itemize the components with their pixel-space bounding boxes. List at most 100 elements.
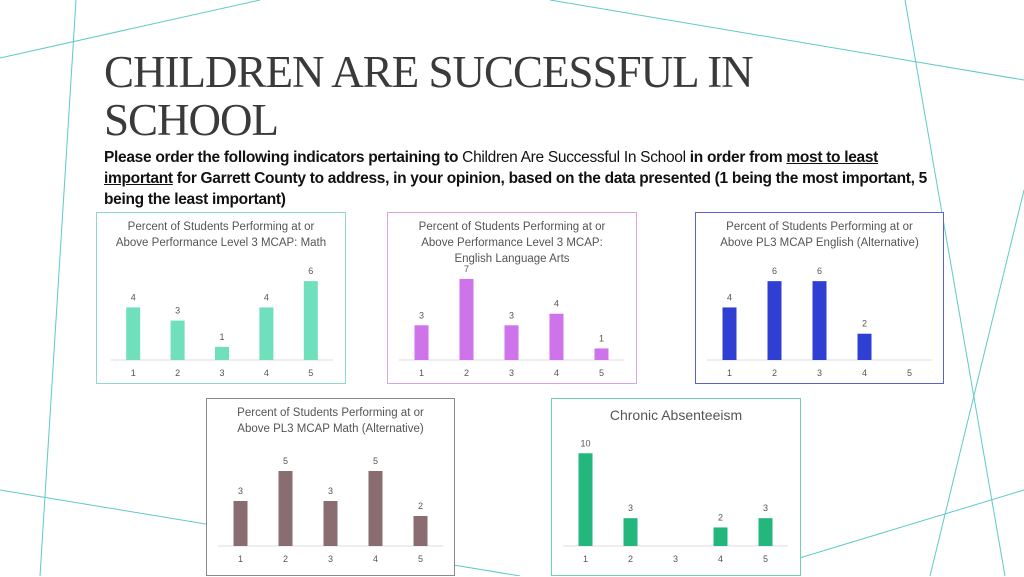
chart-title-line: Percent of Students Performing at or (726, 221, 913, 233)
subtitle-part-4: most to least important (104, 149, 879, 187)
chart-title-line: Above Performance Level 3 MCAP: (421, 237, 603, 249)
x-tick-label: 4 (554, 368, 559, 378)
bar-chart: 3 1 7 2 3 3 4 4 1 5 (399, 264, 624, 378)
page-title: CHILDREN ARE SUCCESSFUL IN SCHOOL (104, 47, 754, 145)
x-tick-label: 3 (328, 554, 333, 564)
page-subtitle: Please order the following indicators pe… (104, 147, 934, 210)
bar (812, 281, 827, 360)
bar (303, 281, 318, 360)
x-tick-label: 3 (673, 554, 678, 564)
chart-title: Chronic Absenteeism (552, 407, 800, 423)
bar (578, 453, 593, 546)
data-label: 6 (772, 266, 777, 276)
chart-panel-mcap-ela: Percent of Students Performing at or Abov… (387, 212, 637, 384)
bar (414, 325, 429, 360)
x-tick-label: 2 (628, 554, 633, 564)
chart-title-line: Percent of Students Performing at or (418, 221, 606, 233)
bar (413, 516, 428, 546)
data-label: 3 (328, 486, 333, 496)
bar (126, 307, 141, 360)
x-tick-label: 3 (817, 368, 822, 378)
bar (459, 279, 474, 360)
data-label: 2 (718, 512, 723, 522)
x-tick-label: 3 (509, 368, 514, 378)
bar (623, 518, 638, 546)
data-label: 3 (419, 310, 424, 320)
chart-panel-mcap-english-alt: Percent of Students Performing at or Abov… (695, 212, 944, 384)
x-tick-label: 4 (862, 368, 867, 378)
x-tick-label: 5 (763, 554, 768, 564)
bar (594, 348, 609, 360)
chart-title-line: Chronic Absenteeism (609, 407, 743, 423)
subtitle-part-3: in order from (685, 149, 787, 166)
chart-title-line: Percent of Students Performing at or (127, 221, 315, 233)
bar (758, 518, 773, 546)
bar-chart: 10 1 3 2 3 2 4 3 5 (563, 438, 788, 564)
data-label: 10 (580, 438, 590, 448)
chart-title: Percent of Students Performing at or Abov… (696, 219, 943, 251)
x-tick-label: 2 (283, 554, 288, 564)
bar (504, 325, 519, 360)
data-label: 1 (219, 332, 224, 342)
data-label: 3 (238, 486, 243, 496)
data-label: 3 (175, 306, 180, 316)
subtitle-part-2: Children Are Successful In School (462, 149, 686, 166)
x-tick-label: 2 (772, 368, 777, 378)
data-label: 7 (464, 264, 469, 274)
data-label: 6 (308, 266, 313, 276)
data-label: 1 (599, 333, 604, 343)
data-label: 5 (373, 456, 378, 466)
data-label: 5 (283, 456, 288, 466)
bar (857, 333, 872, 360)
x-tick-label: 5 (907, 368, 912, 378)
data-label: 6 (817, 266, 822, 276)
x-tick-label: 5 (418, 554, 423, 564)
data-label: 2 (418, 501, 423, 511)
chart-title: Percent of Students Performing at or Abov… (207, 405, 454, 437)
chart-panel-mcap-math-alt: Percent of Students Performing at or Abov… (206, 398, 455, 576)
bar (233, 501, 248, 546)
x-tick-label: 4 (264, 368, 269, 378)
x-tick-label: 1 (131, 368, 136, 378)
chart-title-line: Above Performance Level 3 MCAP: Math (115, 237, 327, 249)
subtitle-part-5: for Garrett County to address, in your o… (104, 170, 927, 208)
x-tick-label: 1 (238, 554, 243, 564)
data-label: 4 (554, 299, 559, 309)
chart-title-line: Percent of Students Performing at or (237, 407, 424, 419)
chart-panel-mcap-math: Percent of Students Performing at or Abov… (96, 212, 346, 384)
data-label: 3 (763, 503, 768, 513)
bar (215, 346, 229, 360)
bar (722, 307, 737, 360)
subtitle-part-1: Please order the following indicators pe… (104, 149, 463, 166)
chart-title: Percent of Students Performing at or Abov… (97, 219, 345, 251)
data-label: 2 (862, 319, 867, 329)
x-tick-label: 1 (727, 368, 732, 378)
data-label: 4 (727, 292, 732, 302)
bar (549, 313, 564, 360)
chart-title-line: Above PL3 MCAP English (Alternative) (720, 237, 919, 249)
data-label: 3 (509, 310, 514, 320)
x-tick-label: 3 (219, 368, 224, 378)
x-tick-label: 2 (464, 368, 469, 378)
bar (713, 527, 728, 546)
bar (259, 307, 274, 360)
chart-panel-chronic-absenteeism: Chronic Absenteeism 10 1 3 2 3 2 4 3 5 (551, 398, 801, 576)
bar (278, 471, 293, 546)
x-tick-label: 4 (718, 554, 723, 564)
x-tick-label: 4 (373, 554, 378, 564)
bar (368, 471, 383, 546)
bar-chart: 4 1 3 2 1 3 4 4 6 5 (111, 266, 333, 378)
x-tick-label: 1 (583, 554, 588, 564)
bar (323, 501, 338, 546)
x-tick-label: 2 (175, 368, 180, 378)
x-tick-label: 5 (599, 368, 604, 378)
bar-chart: 4 1 6 2 6 3 2 4 5 (707, 266, 932, 378)
x-tick-label: 1 (419, 368, 424, 378)
chart-title-line: English Language Arts (454, 253, 570, 265)
data-label: 3 (628, 503, 633, 513)
bar (767, 281, 782, 360)
x-tick-label: 5 (308, 368, 313, 378)
data-label: 4 (131, 292, 136, 302)
data-label: 4 (264, 292, 269, 302)
chart-title: Percent of Students Performing at or Abov… (388, 219, 636, 267)
